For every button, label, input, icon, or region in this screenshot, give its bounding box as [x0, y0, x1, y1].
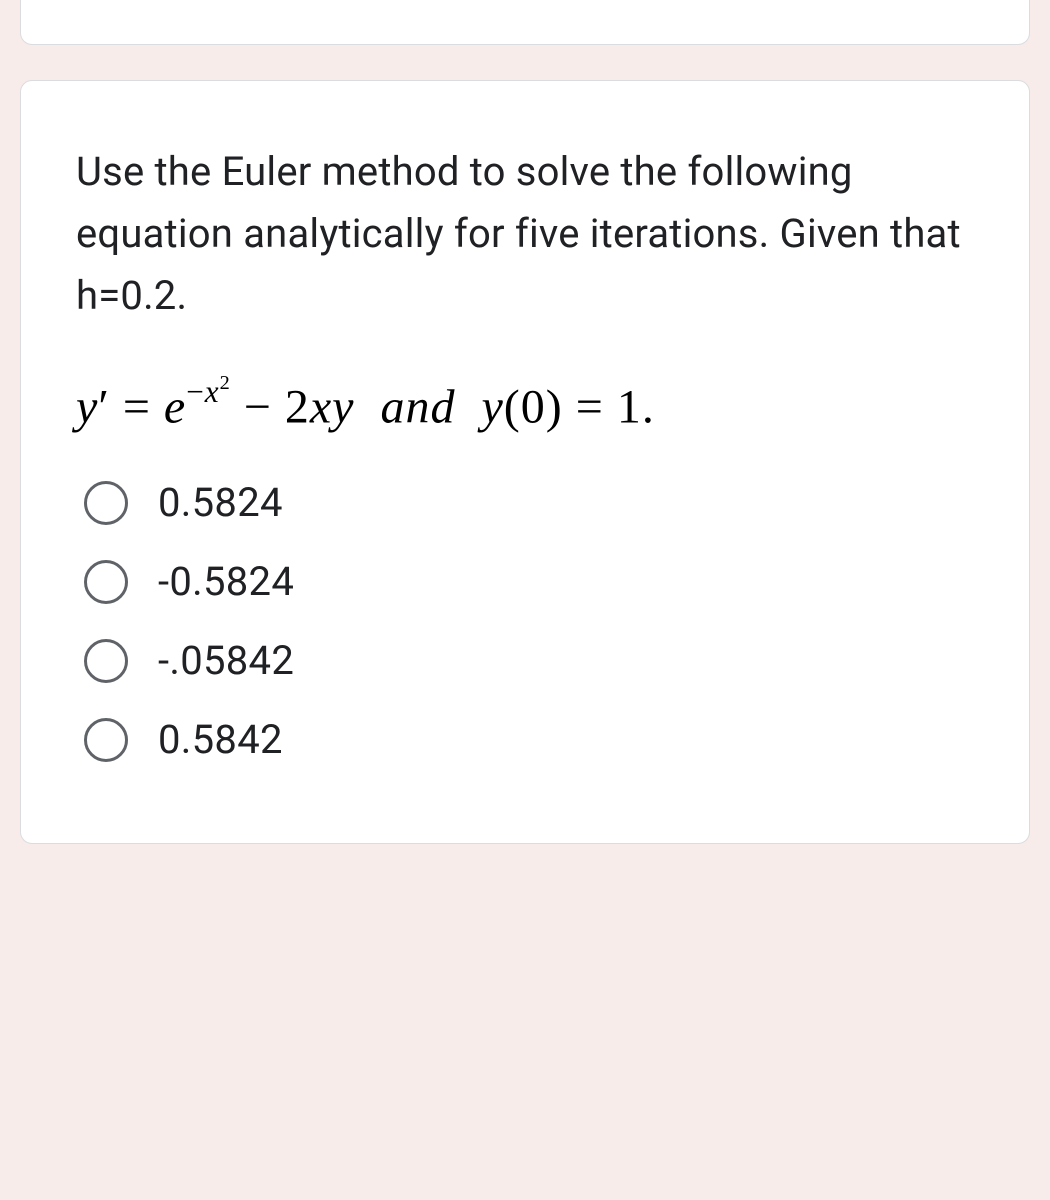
radio-icon [84, 718, 128, 762]
radio-icon [84, 481, 128, 525]
question-card: Use the Euler method to solve the follow… [20, 80, 1030, 844]
option-label: 0.5824 [158, 479, 283, 526]
radio-option-4[interactable]: 0.5842 [84, 716, 974, 763]
question-equation: y′ = e−x2 − 2xy and y(0) = 1. [76, 377, 974, 434]
option-label: 0.5842 [158, 716, 283, 763]
option-label: -.05842 [158, 637, 294, 684]
radio-option-3[interactable]: -.05842 [84, 637, 974, 684]
options-group: 0.5824 -0.5824 -.05842 0.5842 [76, 479, 974, 763]
option-label: -0.5824 [158, 558, 294, 605]
radio-icon [84, 560, 128, 604]
previous-card-bottom [20, 0, 1030, 45]
radio-option-2[interactable]: -0.5824 [84, 558, 974, 605]
question-prompt: Use the Euler method to solve the follow… [76, 141, 974, 327]
radio-option-1[interactable]: 0.5824 [84, 479, 974, 526]
radio-icon [84, 639, 128, 683]
